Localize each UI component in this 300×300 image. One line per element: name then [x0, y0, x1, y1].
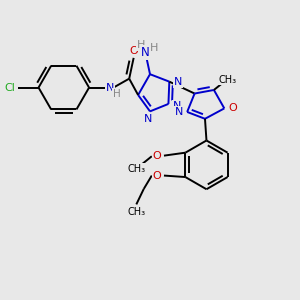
- Text: H: H: [150, 43, 158, 53]
- Text: O: O: [228, 103, 237, 113]
- Text: O: O: [153, 171, 161, 181]
- Text: O: O: [129, 46, 138, 56]
- Text: H: H: [137, 40, 145, 50]
- Text: CH₃: CH₃: [127, 207, 146, 217]
- Text: N: N: [106, 82, 114, 93]
- Text: N: N: [144, 114, 153, 124]
- Text: N: N: [175, 107, 183, 117]
- Text: O: O: [153, 151, 161, 161]
- Text: N: N: [172, 101, 181, 111]
- Text: N: N: [173, 76, 182, 87]
- Text: N: N: [141, 46, 150, 59]
- Text: Cl: Cl: [5, 82, 16, 93]
- Text: CH₃: CH₃: [128, 164, 146, 174]
- Text: H: H: [112, 89, 120, 99]
- Text: CH₃: CH₃: [218, 75, 236, 85]
